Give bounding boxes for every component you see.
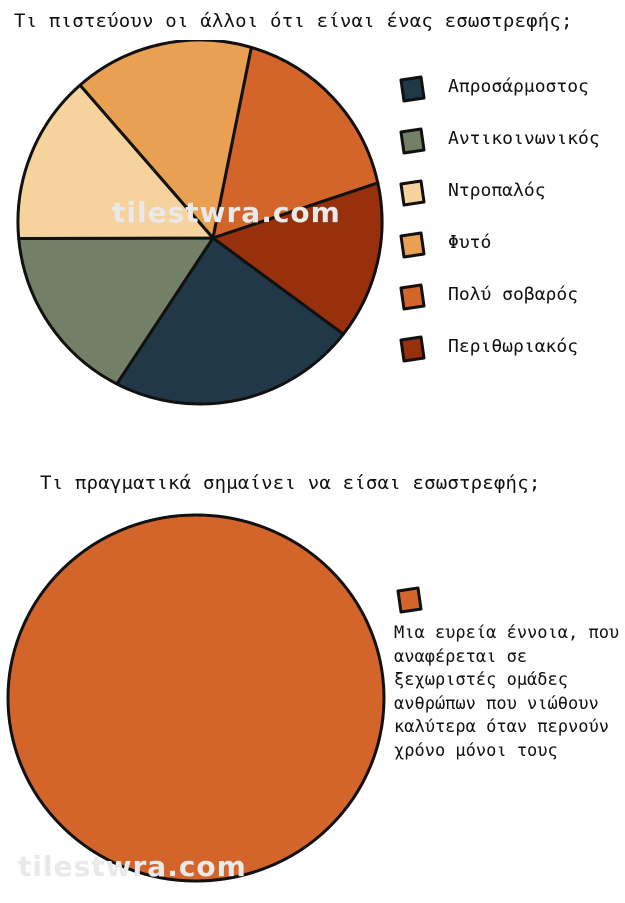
pie-slice-2 [16, 83, 215, 240]
legend-swatch-2 [399, 179, 426, 207]
legend-swatch-3 [399, 231, 426, 259]
pie-slice-3 [78, 40, 253, 240]
pie-slice-0 [115, 236, 345, 406]
legend-item-0: Απροσάρμοστος [398, 72, 623, 124]
legend-label-1: Αντικοινωνικός [448, 128, 600, 149]
legend-item-1: Αντικοινωνικός [398, 124, 623, 176]
pie-slice-1 [17, 236, 215, 386]
chart-2-title: Τι πραγματικά σημαίνει να είσαι εσωστρεφ… [40, 472, 541, 494]
chart-2-legend-label: Μια ευρεία έννοια, που αναφέρεται σε ξεχ… [394, 623, 620, 761]
legend-swatch-5 [399, 335, 426, 363]
pie-chart-2 [6, 513, 386, 883]
pie-2-slice-0 [6, 513, 386, 883]
pie-slice-4 [211, 45, 380, 240]
legend-item-3: Φυτό [398, 228, 623, 280]
legend-label-4: Πολύ σοβαρός [448, 284, 579, 305]
watermark: tilestwra.com [112, 196, 341, 229]
legend-item-5: Περιθωριακός [398, 332, 623, 384]
legend-item-2: Ντροπαλός [398, 176, 623, 228]
legend-label-5: Περιθωριακός [448, 336, 579, 357]
legend-label-0: Απροσάρμοστος [448, 76, 589, 97]
legend-swatch-0 [399, 75, 426, 103]
legend-label-2: Ντροπαλός [448, 180, 546, 201]
chart-2-legend-swatch [396, 586, 423, 614]
legend-swatch-4 [399, 283, 426, 311]
chart-1-legend: Απροσάρμοστος Αντικοινωνικός Ντροπαλός Φ… [398, 72, 623, 384]
pie-slice-5 [211, 181, 384, 336]
chart-1-title: Τι πιστεύουν οι άλλοι ότι είναι ένας εσω… [14, 10, 573, 32]
pie-chart-1 [16, 40, 384, 406]
legend-item-4: Πολύ σοβαρός [398, 280, 623, 332]
watermark-bottom: tilestwra.com [18, 850, 247, 883]
legend-label-3: Φυτό [448, 232, 492, 253]
legend-swatch-1 [399, 127, 426, 155]
